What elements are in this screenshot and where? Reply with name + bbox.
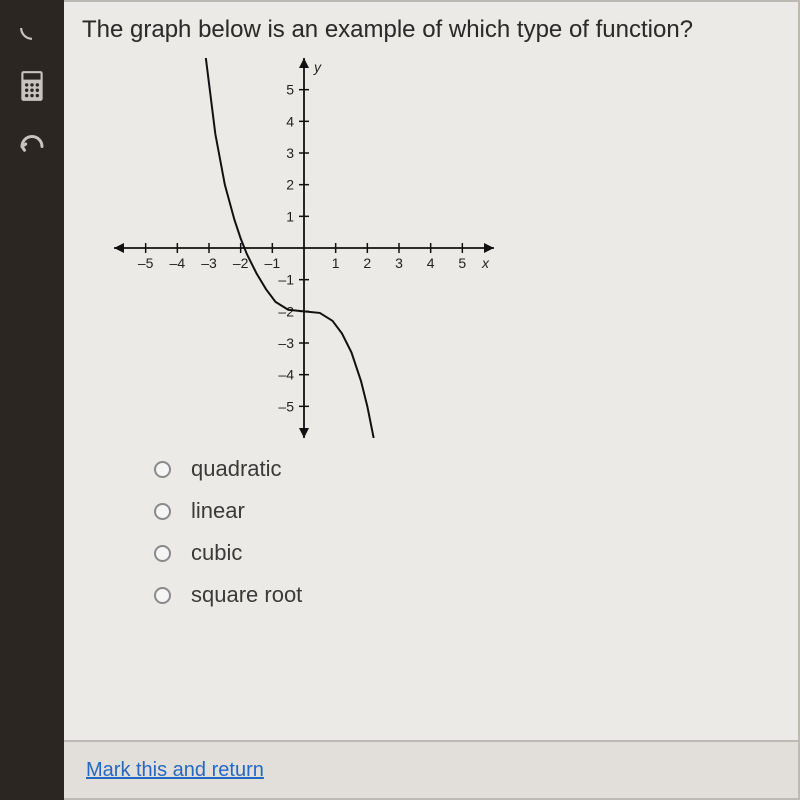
mark-return-link[interactable]: Mark this and return: [86, 759, 264, 782]
svg-text:2: 2: [363, 255, 371, 271]
svg-text:–5: –5: [278, 398, 294, 414]
answer-option[interactable]: linear: [154, 498, 798, 524]
calculator-icon[interactable]: [12, 66, 52, 106]
svg-text:y: y: [313, 59, 322, 75]
answer-list: quadratic linear cubic square root: [64, 438, 798, 608]
svg-text:1: 1: [286, 208, 294, 224]
svg-text:–4: –4: [278, 367, 294, 383]
svg-text:5: 5: [286, 82, 294, 98]
svg-text:–4: –4: [170, 255, 186, 271]
radio-icon[interactable]: [154, 503, 171, 520]
svg-text:3: 3: [286, 145, 294, 161]
svg-text:–3: –3: [278, 335, 294, 351]
svg-text:–5: –5: [138, 255, 154, 271]
answer-label: quadratic: [191, 456, 282, 482]
svg-text:–1: –1: [278, 272, 294, 288]
answer-option[interactable]: square root: [154, 582, 798, 608]
answer-label: linear: [191, 498, 245, 524]
radio-icon[interactable]: [154, 461, 171, 478]
function-graph: –5–4–3–2–112345–5–4–3–2–112345xy: [114, 58, 494, 438]
question-panel: The graph below is an example of which t…: [64, 0, 800, 800]
answer-option[interactable]: quadratic: [154, 456, 798, 482]
answer-label: cubic: [191, 540, 242, 566]
svg-text:4: 4: [427, 255, 435, 271]
svg-text:–3: –3: [201, 255, 217, 271]
footer-bar: Mark this and return: [64, 740, 798, 798]
radio-icon[interactable]: [154, 545, 171, 562]
radio-icon[interactable]: [154, 587, 171, 604]
tool-slot-1[interactable]: [12, 8, 52, 48]
svg-text:5: 5: [458, 255, 466, 271]
svg-text:–2: –2: [233, 255, 249, 271]
back-arc-icon[interactable]: [12, 124, 52, 164]
graph-container: –5–4–3–2–112345–5–4–3–2–112345xy: [64, 58, 798, 438]
svg-text:4: 4: [286, 113, 294, 129]
svg-text:3: 3: [395, 255, 403, 271]
question-text: The graph below is an example of which t…: [64, 2, 798, 52]
svg-text:1: 1: [332, 255, 340, 271]
svg-text:2: 2: [286, 177, 294, 193]
answer-label: square root: [191, 582, 302, 608]
svg-text:–1: –1: [265, 255, 281, 271]
svg-text:x: x: [481, 255, 490, 271]
answer-option[interactable]: cubic: [154, 540, 798, 566]
left-toolbar: [0, 0, 64, 800]
